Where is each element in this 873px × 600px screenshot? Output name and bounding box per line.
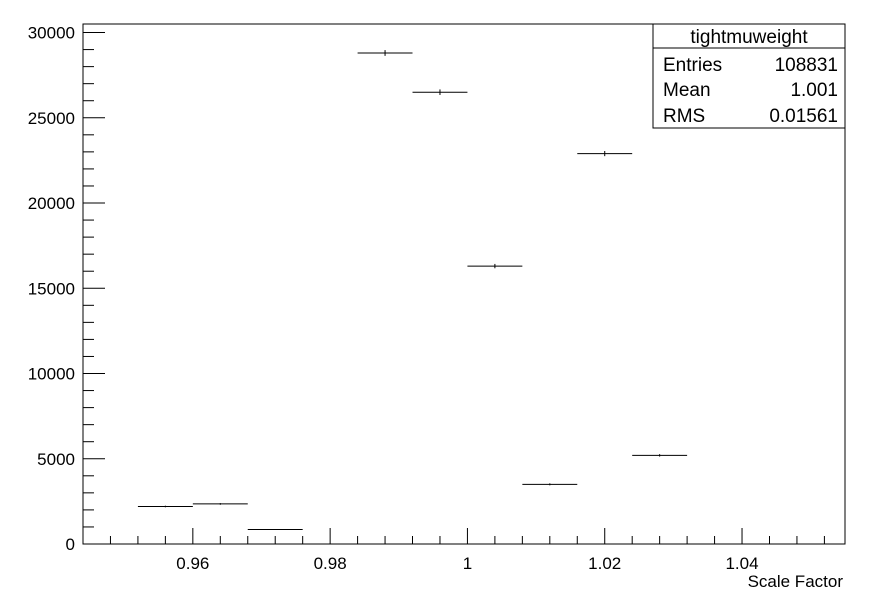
y-tick-label: 30000: [28, 24, 75, 43]
data-point: [412, 89, 468, 95]
data-point: [192, 503, 248, 505]
data-point: [137, 505, 193, 508]
data-point: [467, 263, 523, 269]
stats-rms-value: 0.01561: [769, 106, 838, 127]
y-axis: 0 5000 10000 15000 20000 25000 30000: [28, 24, 105, 554]
data-point: [247, 529, 303, 531]
y-tick-label: 15000: [28, 279, 75, 298]
y-tick-label: 10000: [28, 365, 75, 384]
y-tick-label: 0: [66, 535, 75, 554]
y-tick-label: 5000: [37, 450, 75, 469]
data-point: [522, 483, 578, 486]
stats-mean-label: Mean: [663, 80, 711, 101]
x-axis: 0.96 0.98 1 1.02 1.04: [82, 528, 825, 573]
x-tick-label: 0.98: [314, 554, 347, 573]
x-tick-label: 1.04: [725, 554, 758, 573]
y-tick-label: 20000: [28, 194, 75, 213]
plot-frame: [82, 23, 846, 545]
x-axis-title: Scale Factor: [748, 572, 844, 591]
x-tick-label: 1.02: [588, 554, 621, 573]
stats-box-title: tightmuweight: [690, 27, 808, 48]
data-points: [137, 50, 688, 531]
stats-rms-label: RMS: [663, 106, 705, 127]
y-tick-label: 25000: [28, 109, 75, 128]
stats-box: tightmuweight Entries 108831 Mean 1.001 …: [652, 23, 846, 129]
stats-entries-label: Entries: [663, 55, 722, 76]
x-tick-label: 0.96: [176, 554, 209, 573]
data-point: [632, 454, 688, 457]
stats-mean-value: 1.001: [790, 80, 838, 101]
x-tick-label: 1: [463, 554, 472, 573]
data-point: [357, 50, 413, 56]
data-point: [577, 150, 633, 157]
stats-box-frame: [652, 23, 846, 129]
stats-entries-value: 108831: [775, 55, 838, 76]
